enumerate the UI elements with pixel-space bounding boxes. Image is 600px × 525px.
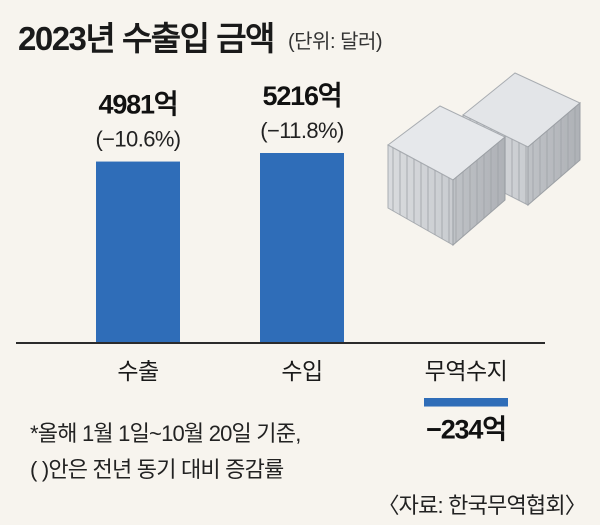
bar-3 — [424, 398, 508, 407]
value-label: 5216억 — [263, 81, 342, 111]
source-label: 〈자료: 한국무역협회〉 — [377, 493, 586, 518]
chart-title: 2023년 수출입 금액 — [18, 20, 275, 57]
footnote-period: *올해 1월 1일~10월 20일 기준, — [30, 421, 301, 446]
category-label: 무역수지 — [425, 358, 508, 384]
bar-2 — [260, 153, 344, 343]
change-label: (−10.6%) — [95, 127, 180, 152]
unit-label: (단위: 달러) — [288, 31, 383, 53]
bar-1 — [96, 161, 180, 343]
category-label: 수출 — [117, 358, 158, 384]
value-label: 4981억 — [99, 90, 178, 120]
footnote-parentheses: ( )안은 전년 동기 대비 증감률 — [30, 457, 284, 482]
value-label: −234억 — [426, 415, 506, 445]
shipping-containers-icon — [387, 72, 581, 247]
change-label: (−11.8%) — [260, 118, 343, 143]
category-label: 수입 — [281, 358, 322, 384]
